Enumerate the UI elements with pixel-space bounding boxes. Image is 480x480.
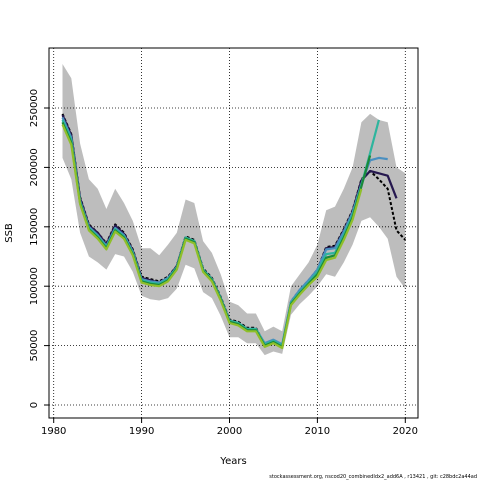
y-tick-label-100000: 100000 [29,267,40,305]
series-layer [61,113,407,350]
series-line-6 [61,124,363,350]
x-tick-label-2020: 2020 [393,426,418,437]
x-tick-label-1980: 1980 [41,426,66,437]
x-tick-label-1990: 1990 [129,426,154,437]
y-tick-label-0: 0 [29,402,40,408]
y-tick-label-150000: 150000 [29,208,40,246]
y-tick-label-200000: 200000 [29,148,40,186]
x-tick-label-2000: 2000 [217,426,242,437]
x-tick-label-2010: 2010 [305,426,330,437]
plot-frame [48,47,419,419]
y-tick-label-50000: 50000 [29,330,40,362]
x-axis-title: Years [219,456,246,467]
y-axis: 0 50000 100000 150000 200000 250000 [29,89,49,408]
footer-credit: stockassessment.org, nscod20_combinedIdx… [269,474,477,480]
y-tick-label-250000: 250000 [29,89,40,127]
y-axis-title: SSB [4,223,15,243]
x-axis: 1980 1990 2000 2010 2020 [41,418,418,437]
